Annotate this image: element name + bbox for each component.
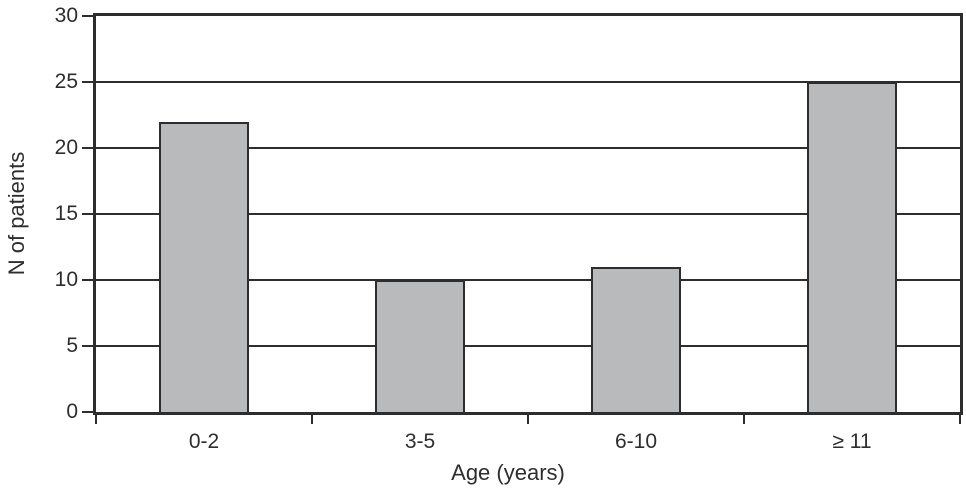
y-axis-tick-15 [82,213,95,215]
gridline-y-20 [96,147,960,149]
x-axis-tick-1 [311,415,313,424]
y-tick-label-30: 30 [54,4,78,27]
x-tick-label-3-5: 3-5 [404,430,436,453]
x-tick-label-0-2: 0-2 [188,430,220,453]
y-axis-tick-10 [82,279,95,281]
y-tick-label-20: 20 [54,136,78,159]
plot-area [93,13,963,415]
x-tick-label-≥11: ≥ 11 [832,430,872,453]
gridline-y-5 [96,345,960,347]
bar-≥11 [807,82,897,412]
y-tick-label-10: 10 [54,268,78,291]
x-axis-tick-4 [959,415,961,424]
x-tick-label-6-10: 6-10 [614,430,658,453]
x-axis-tick-2 [527,415,529,424]
x-axis-tick-0 [95,415,97,424]
gridline-y-15 [96,213,960,215]
bar-0-2 [159,121,249,412]
y-tick-label-5: 5 [66,334,78,357]
y-axis-tick-5 [82,345,95,347]
gridline-y-25 [96,81,960,83]
bar-3-5 [375,280,465,412]
y-tick-label-25: 25 [54,70,78,93]
x-axis-tick-3 [743,415,745,424]
x-axis-title: Age (years) [451,460,565,485]
y-axis-tick-30 [82,15,95,17]
y-tick-label-15: 15 [54,202,78,225]
y-tick-label-0: 0 [66,400,78,423]
y-axis-tick-0 [82,411,95,413]
y-axis-tick-25 [82,81,95,83]
gridline-y-10 [96,279,960,281]
y-axis-tick-20 [82,147,95,149]
bar-6-10 [591,266,681,412]
